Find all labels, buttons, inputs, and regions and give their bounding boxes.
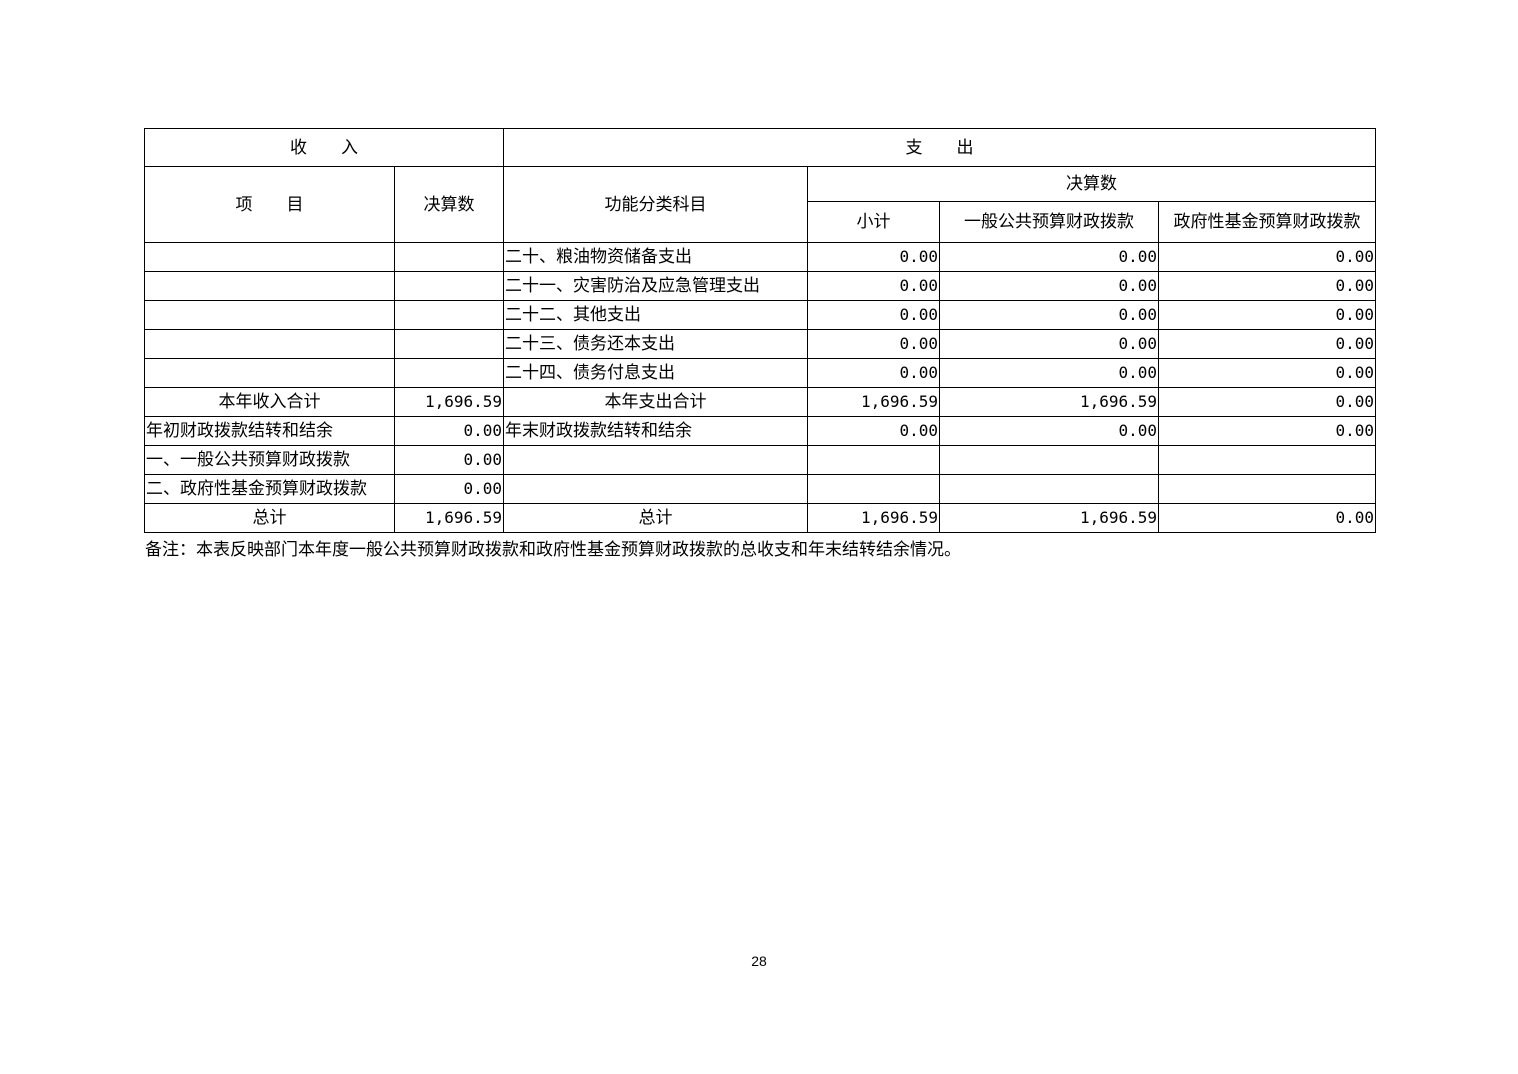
general-budget-cell: 0.00 [939, 242, 1159, 272]
category-cell: 二十二、其他支出 [503, 300, 808, 330]
amount-cell [394, 242, 504, 272]
general-budget-cell: 0.00 [939, 271, 1159, 301]
function-category-header: 功能分类科目 [503, 166, 808, 243]
amount-cell [394, 329, 504, 359]
gov-fund-cell: 0.00 [1158, 387, 1376, 417]
general-budget-cell: 0.00 [939, 329, 1159, 359]
gov-fund-cell: 0.00 [1158, 242, 1376, 272]
table-row: 本年收入合计 1,696.59 本年支出合计 1,696.59 1,696.59 0.00 [144, 387, 1376, 417]
amount-cell [394, 271, 504, 301]
category-cell: 二十、粮油物资储备支出 [503, 242, 808, 272]
item-cell: 总计 [144, 503, 395, 533]
category-cell: 总计 [503, 503, 808, 533]
item-header: 项 目 [144, 166, 395, 243]
category-cell: 二十一、灾害防治及应急管理支出 [503, 271, 808, 301]
gov-fund-cell [1158, 445, 1376, 475]
general-budget-header: 一般公共预算财政拨款 [939, 201, 1159, 243]
subtotal-header: 小计 [807, 201, 940, 243]
amount-cell: 1,696.59 [394, 387, 504, 417]
subtotal-cell: 1,696.59 [807, 503, 940, 533]
table-note: 备注：本表反映部门本年度一般公共预算财政拨款和政府性基金预算财政拨款的总收支和年… [145, 540, 961, 560]
item-cell: 二、政府性基金预算财政拨款 [144, 474, 395, 504]
category-cell: 年末财政拨款结转和结余 [503, 416, 808, 446]
item-cell [144, 300, 395, 330]
table-row: 二十、粮油物资储备支出 0.00 0.00 0.00 [144, 242, 1376, 272]
gov-fund-cell [1158, 474, 1376, 504]
subtotal-cell: 0.00 [807, 300, 940, 330]
general-budget-cell: 0.00 [939, 300, 1159, 330]
general-budget-cell: 1,696.59 [939, 387, 1159, 417]
gov-fund-cell: 0.00 [1158, 416, 1376, 446]
gov-fund-cell: 0.00 [1158, 329, 1376, 359]
expense-header: 支 出 [503, 128, 1376, 167]
general-budget-cell: 1,696.59 [939, 503, 1159, 533]
final-amount-header: 决算数 [394, 166, 504, 243]
item-cell [144, 271, 395, 301]
general-budget-cell: 0.00 [939, 358, 1159, 388]
gov-fund-cell: 0.00 [1158, 300, 1376, 330]
amount-cell [394, 300, 504, 330]
subtotal-cell: 0.00 [807, 416, 940, 446]
subtotal-cell: 0.00 [807, 242, 940, 272]
subtotal-cell: 0.00 [807, 271, 940, 301]
final-amount-group-header: 决算数 [807, 166, 1376, 202]
amount-cell [394, 358, 504, 388]
item-cell: 本年收入合计 [144, 387, 395, 417]
table-row: 二十二、其他支出 0.00 0.00 0.00 [144, 300, 1376, 330]
item-cell [144, 242, 395, 272]
item-cell: 年初财政拨款结转和结余 [144, 416, 395, 446]
category-cell [503, 474, 808, 504]
table-row: 总计 1,696.59 总计 1,696.59 1,696.59 0.00 [144, 503, 1376, 533]
amount-cell: 0.00 [394, 445, 504, 475]
item-cell [144, 329, 395, 359]
subtotal-cell [807, 445, 940, 475]
item-cell [144, 358, 395, 388]
table-row: 二、政府性基金预算财政拨款 0.00 [144, 474, 1376, 504]
category-cell: 二十四、债务付息支出 [503, 358, 808, 388]
subtotal-cell [807, 474, 940, 504]
table-row: 年初财政拨款结转和结余 0.00 年末财政拨款结转和结余 0.00 0.00 0.00 [144, 416, 1376, 446]
category-cell: 本年支出合计 [503, 387, 808, 417]
amount-cell: 0.00 [394, 416, 504, 446]
table-row: 二十三、债务还本支出 0.00 0.00 0.00 [144, 329, 1376, 359]
amount-cell: 0.00 [394, 474, 504, 504]
income-header: 收 入 [144, 128, 504, 167]
table-row: 二十四、债务付息支出 0.00 0.00 0.00 [144, 358, 1376, 388]
subtotal-cell: 0.00 [807, 329, 940, 359]
amount-cell: 1,696.59 [394, 503, 504, 533]
fiscal-appropriation-table: 收 入 支 出 项 目 决算数 功能分类科目 决算数 小计 一般公共预算财政拨款… [144, 128, 1376, 533]
general-budget-cell [939, 474, 1159, 504]
gov-fund-cell: 0.00 [1158, 358, 1376, 388]
table-row: 一、一般公共预算财政拨款 0.00 [144, 445, 1376, 475]
gov-fund-header: 政府性基金预算财政拨款 [1158, 201, 1376, 243]
general-budget-cell [939, 445, 1159, 475]
gov-fund-cell: 0.00 [1158, 503, 1376, 533]
subtotal-cell: 0.00 [807, 358, 940, 388]
category-cell [503, 445, 808, 475]
subtotal-cell: 1,696.59 [807, 387, 940, 417]
category-cell: 二十三、债务还本支出 [503, 329, 808, 359]
general-budget-cell: 0.00 [939, 416, 1159, 446]
table-row: 二十一、灾害防治及应急管理支出 0.00 0.00 0.00 [144, 271, 1376, 301]
item-cell: 一、一般公共预算财政拨款 [144, 445, 395, 475]
page-number: 28 [751, 953, 767, 969]
gov-fund-cell: 0.00 [1158, 271, 1376, 301]
